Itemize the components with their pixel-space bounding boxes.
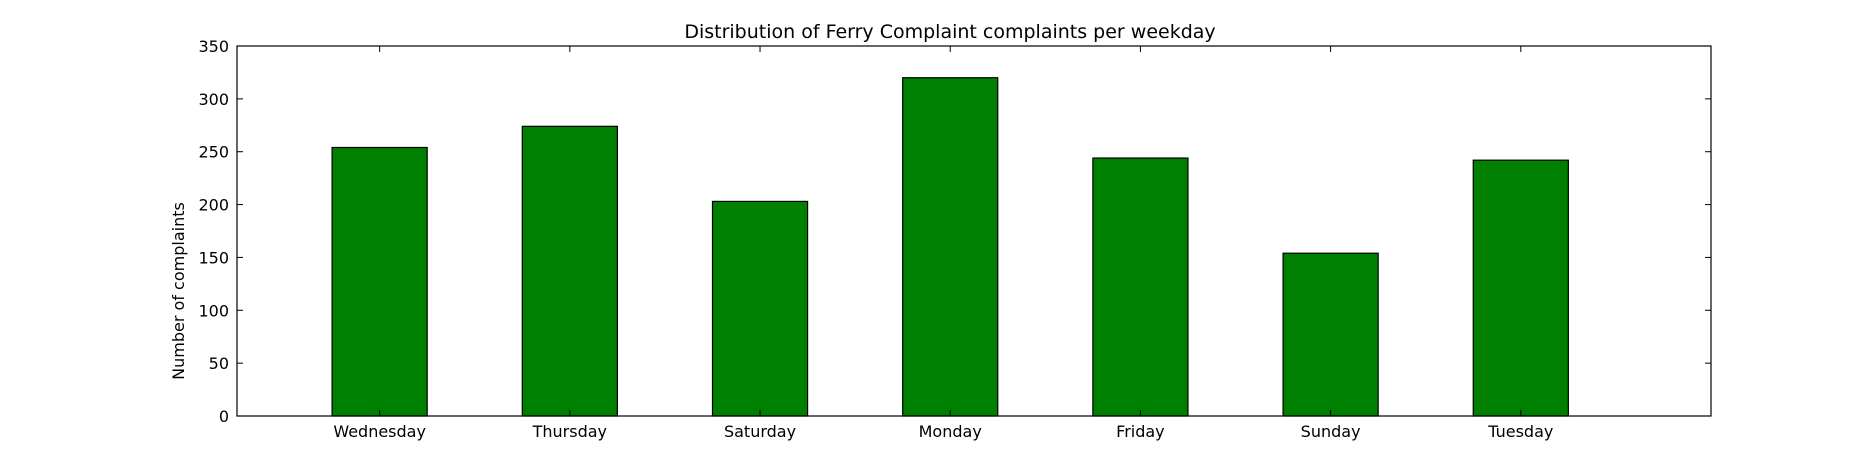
x-tick-label-wednesday: Wednesday	[333, 422, 426, 441]
chart-title: Distribution of Ferry Complaint complain…	[684, 21, 1215, 43]
x-tick-label-thursday: Thursday	[532, 422, 607, 441]
y-tick-label: 100	[198, 301, 229, 320]
plot-frame	[236, 45, 1712, 417]
bar-saturday	[711, 200, 809, 417]
y-tick-label: 300	[198, 90, 229, 109]
ticks-layer: 0 50 100 150 200 250 300 350 Wednesday Thursday Sa…	[198, 37, 1711, 441]
x-tick-label-monday: Monday	[919, 422, 982, 441]
y-tick-label: 0	[219, 407, 229, 426]
y-axis-label: Number of complaints	[169, 202, 188, 380]
y-tick-label: 50	[209, 354, 229, 373]
bar-monday	[902, 77, 999, 417]
y-tick-label: 350	[198, 37, 229, 56]
x-tick-label-sunday: Sunday	[1301, 422, 1361, 441]
y-tick-label: 150	[198, 248, 229, 267]
bar-sunday	[1282, 252, 1379, 417]
x-tick-label-tuesday: Tuesday	[1487, 422, 1553, 441]
bar-friday	[1092, 157, 1189, 417]
bar-thursday	[521, 125, 618, 417]
bars-layer	[331, 77, 1569, 417]
y-tick-label: 200	[198, 196, 229, 215]
bar-wednesday	[331, 146, 428, 417]
x-tick-label-saturday: Saturday	[724, 422, 796, 441]
bar-tuesday	[1472, 159, 1569, 417]
x-tick-label-friday: Friday	[1116, 422, 1165, 441]
y-tick-label: 250	[198, 143, 229, 162]
